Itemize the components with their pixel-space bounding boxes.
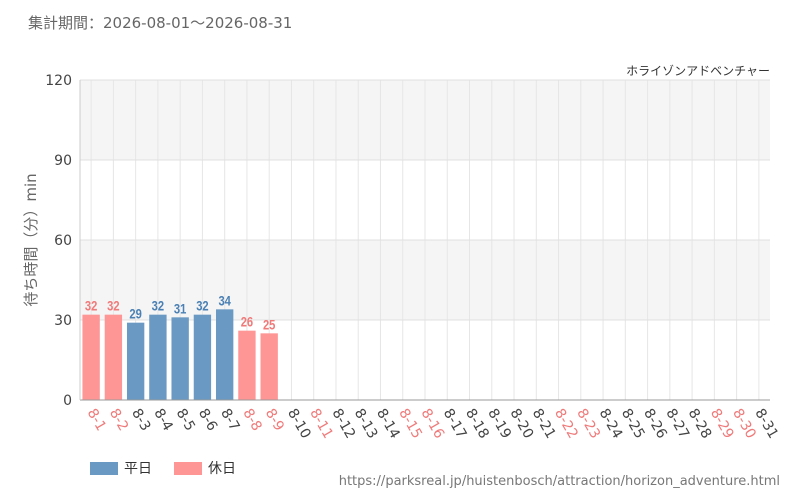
- data-label: 31: [174, 301, 186, 316]
- x-tick-label: 8-31: [751, 406, 781, 442]
- data-label: 32: [107, 299, 119, 314]
- collection-period: 集計期間：2026-08-01～2026-08-31: [28, 14, 293, 32]
- x-tick-label: 8-7: [217, 406, 242, 434]
- x-tick-label: 8-8: [239, 406, 264, 434]
- y-tick-label: 120: [45, 73, 72, 89]
- bar[interactable]: [82, 314, 100, 400]
- data-labels-group: 32 32 29 32 31 32 34 26 25: [85, 293, 276, 332]
- x-tick-labels: 8-18-28-38-48-58-68-78-88-98-108-118-128…: [84, 406, 781, 442]
- x-tick-label: 8-9: [262, 406, 287, 434]
- legend-item-weekday[interactable]: 平日: [90, 458, 152, 478]
- legend: 平日 休日: [90, 458, 258, 478]
- legend-item-holiday[interactable]: 休日: [174, 458, 236, 478]
- data-label: 29: [129, 307, 141, 322]
- bar[interactable]: [104, 314, 123, 400]
- x-tick-label: 8-6: [195, 406, 220, 434]
- legend-holiday-label: 休日: [208, 461, 236, 477]
- holiday-swatch: [174, 461, 202, 475]
- source-url: https://parksreal.jp/huistenbosch/attrac…: [338, 474, 780, 489]
- x-tick-label: 8-4: [150, 406, 175, 434]
- bar[interactable]: [193, 314, 212, 400]
- data-label: 32: [152, 299, 164, 314]
- bar[interactable]: [215, 309, 234, 400]
- x-tick-label: 8-1: [84, 406, 109, 434]
- bar[interactable]: [260, 333, 278, 400]
- bars-group: [82, 309, 278, 400]
- weekday-swatch: [90, 461, 118, 475]
- data-label: 32: [85, 299, 97, 314]
- bar[interactable]: [126, 322, 145, 400]
- y-tick-label: 0: [63, 393, 72, 409]
- legend-weekday-label: 平日: [124, 461, 152, 477]
- y-axis-label: 待ち時間（分）min: [22, 173, 40, 306]
- y-tick-label: 30: [54, 313, 72, 329]
- x-tick-label: 8-2: [106, 406, 131, 434]
- x-tick-label: 8-3: [128, 406, 153, 434]
- data-label: 25: [263, 317, 275, 332]
- data-label: 34: [218, 293, 230, 308]
- x-tick-label: 8-5: [173, 406, 198, 434]
- bar[interactable]: [238, 330, 256, 400]
- attraction-name: ホライゾンアドベンチャー: [626, 64, 770, 78]
- bar[interactable]: [149, 314, 167, 400]
- data-label: 26: [241, 315, 253, 330]
- data-label: 32: [196, 299, 208, 314]
- y-tick-label: 90: [54, 153, 72, 169]
- y-tick-label: 60: [54, 233, 72, 249]
- y-tick-labels: 0 30 60 90 120: [45, 73, 72, 409]
- bar[interactable]: [171, 317, 189, 400]
